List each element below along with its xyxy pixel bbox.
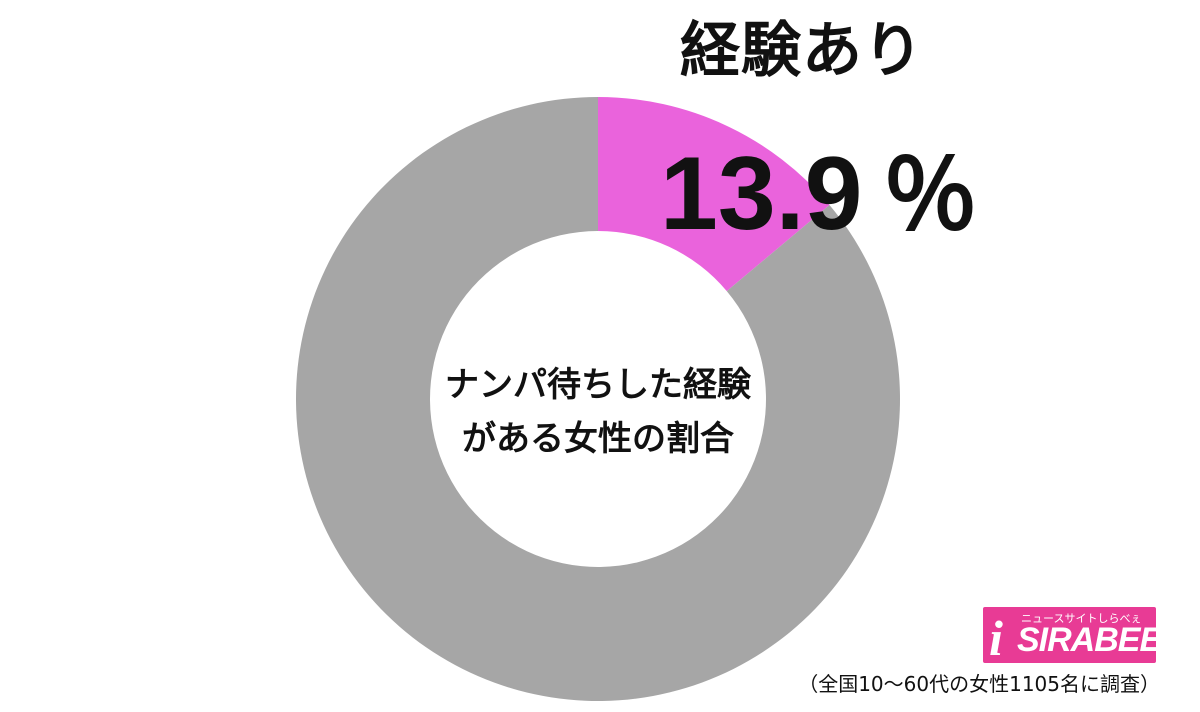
logo-tagline: ニュースサイトしらべぇ: [1021, 612, 1142, 625]
highlight-percentage: 13.9 ％: [660, 118, 978, 257]
chart-center-label: ナンパ待ちした経験 がある女性の割合: [428, 358, 768, 466]
percentage-unit: ％: [882, 143, 979, 250]
percentage-value: 13.9: [660, 136, 863, 252]
center-label-line-2: がある女性の割合: [462, 419, 734, 459]
logo-mark: i: [989, 610, 1003, 666]
donut-slice-0: [598, 97, 830, 292]
sirabee-logo: i ニュースサイトしらべぇ SIRABEE: [983, 607, 1162, 666]
survey-footnote: （全国10～60代の女性1105名に調査）: [798, 672, 1160, 696]
highlight-series-label: 経験あり: [680, 16, 924, 86]
logo-name: SIRABEE: [1017, 621, 1162, 659]
center-label-line-1: ナンパ待ちした経験: [445, 365, 751, 405]
donut-slice-1: [295, 97, 900, 701]
